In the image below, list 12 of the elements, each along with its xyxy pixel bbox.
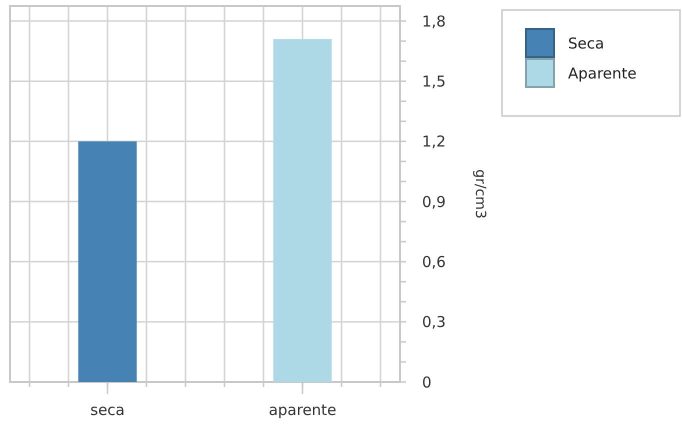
x-tick-label: aparente [268, 401, 336, 419]
y-tick-label: 1,5 [422, 72, 446, 90]
y-tick-label: 0,6 [422, 252, 446, 271]
y-tick-label: 0,3 [422, 313, 446, 332]
y-tick-label: 1,2 [422, 132, 446, 151]
legend-label: Aparente [568, 64, 637, 82]
y-tick-label: 0,9 [422, 192, 446, 211]
y-tick-label: 0 [422, 373, 432, 392]
x-tick-label: seca [90, 401, 125, 419]
y-tick-label: 1,8 [422, 12, 446, 30]
legend-label: Seca [568, 34, 604, 52]
y-axis-title: gr/cm3 [472, 169, 488, 219]
